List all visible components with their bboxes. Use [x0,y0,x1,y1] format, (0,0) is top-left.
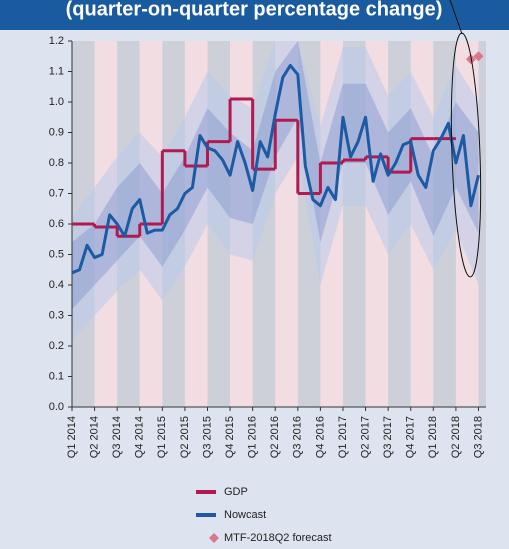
y-tick-label: 0.7 [49,187,64,199]
title-bar [0,0,509,30]
y-tick-label: 1.0 [49,96,64,108]
x-tick-label: Q1 2017 [337,416,349,458]
x-tick-label: Q3 2018 [472,416,484,458]
uncertainty-band [72,41,479,310]
x-tick-label: Q2 2017 [359,416,371,458]
legend-label: MTF-2018Q2 forecast [224,532,332,544]
y-tick-label: 0.8 [49,157,64,169]
y-tick-label: 0.0 [49,401,64,413]
x-tick-label: Q2 2018 [450,416,462,458]
x-tick-label: Q1 2016 [247,416,259,458]
y-tick-label: 0.3 [49,309,64,321]
x-tick-label: Q4 2016 [314,416,326,458]
y-tick-label: 1.2 [49,35,64,47]
y-tick-label: 1.1 [49,65,64,77]
y-tick-label: 0.1 [49,370,64,382]
legend-symbol [209,533,219,543]
x-tick-label: Q2 2016 [269,416,281,458]
gdp-step-connector [93,98,413,237]
forecast-point [473,51,484,62]
legend-label: Nowcast [224,509,266,521]
x-tick-label: Q4 2014 [134,416,146,458]
x-tick-label: Q3 2014 [111,416,123,458]
x-tick-label: Q3 2017 [382,416,394,458]
x-tick-label: Q2 2014 [88,416,100,458]
x-tick-label: Q3 2015 [201,416,213,458]
y-tick-label: 0.6 [49,218,64,230]
x-tick-label: Q3 2016 [292,416,304,458]
x-tick-label: Q1 2015 [156,416,168,458]
quarter-band [478,41,486,407]
x-tick-label: Q2 2015 [179,416,191,458]
x-tick-label: Q1 2018 [427,416,439,458]
x-tick-label: Q4 2015 [224,416,236,458]
y-tick-label: 0.9 [49,126,64,138]
callout-line [449,0,463,35]
y-tick-label: 0.2 [49,340,64,352]
chart-title: (quarter-on-quarter percentage change) [66,0,443,20]
y-tick-label: 0.4 [49,279,64,291]
x-tick-label: Q4 2017 [405,416,417,458]
y-tick-label: 0.5 [49,248,64,260]
nowcast-line [71,63,480,275]
legend-label: GDP [224,486,248,498]
x-tick-label: Q1 2014 [66,416,78,458]
